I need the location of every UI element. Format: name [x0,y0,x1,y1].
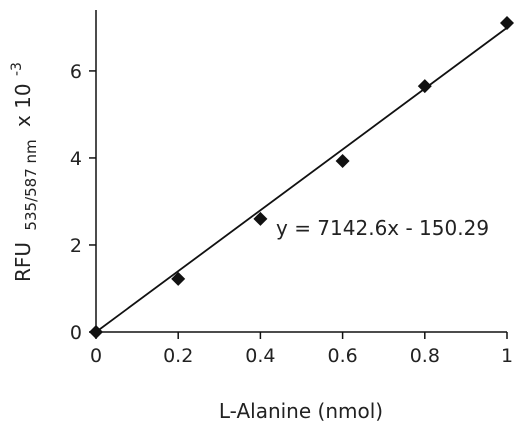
y-axis-title-subscript: 535/587 nm [22,139,40,230]
x-tick-label: 0.6 [327,345,357,367]
x-tick-label: 1 [501,345,513,367]
data-point [500,16,514,31]
x-tick-label: 0.8 [410,345,440,367]
data-point [171,271,186,286]
y-axis-title: RFU 535/587 nm x 10 -3 [9,62,41,282]
data-point [89,325,103,339]
y-axis-title-suffix: x 10 [11,83,35,127]
y-tick-label: 2 [70,235,82,257]
x-tick-label: 0.2 [163,345,193,367]
x-tick-label: 0.4 [245,345,275,367]
data-point [253,211,268,226]
trendline [95,27,508,333]
y-axis-title-main: RFU [11,242,35,282]
y-tick-label: 0 [70,322,82,344]
data-point [335,153,350,168]
y-tick-label: 4 [70,148,82,170]
trendline-equation: y = 7142.6x - 150.29 [276,216,489,240]
y-tick-label: 6 [70,61,82,83]
x-tick-label: 0 [90,345,102,367]
data-point [417,79,432,94]
x-axis-title: L-Alanine (nmol) [219,399,383,423]
y-axis-title-superscript: -3 [9,62,25,76]
